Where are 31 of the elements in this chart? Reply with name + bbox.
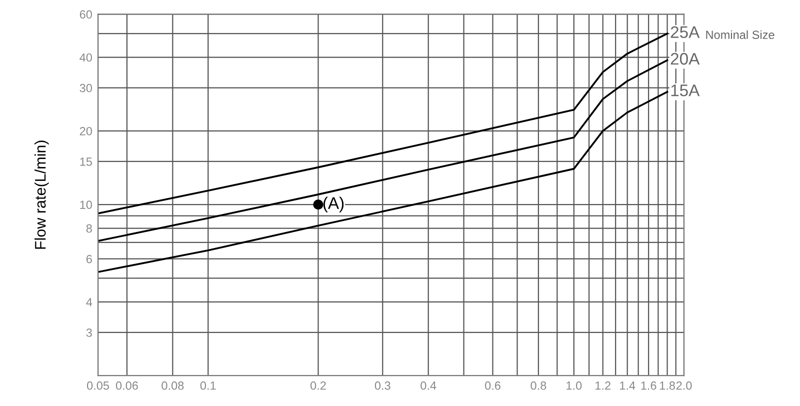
- x-tick-label: 1.2: [596, 381, 610, 390]
- y-tick-label: 30: [80, 84, 92, 92]
- y-tick-label: 6: [86, 254, 92, 264]
- x-tick-label: 0.06: [116, 381, 138, 390]
- series-label: (A): [323, 196, 344, 212]
- x-tick-label: 0.8: [530, 381, 546, 390]
- y-tick-label: 20: [80, 126, 92, 136]
- x-tick-label: 0.2: [310, 381, 326, 390]
- series-label: 15A: [671, 84, 700, 96]
- y-tick-label: 10: [80, 200, 92, 209]
- x-tick-label: 1.4: [620, 382, 636, 390]
- x-tick-label: 0.05: [86, 381, 109, 390]
- x-tick-label: 0.6: [485, 381, 500, 390]
- x-tick-label: 0.08: [162, 381, 184, 390]
- y-tick-label: 3: [86, 328, 92, 337]
- y-tick-label: 40: [80, 53, 92, 62]
- y-tick-label: 60: [80, 10, 92, 19]
- x-tick-label: 0.4: [420, 381, 436, 390]
- y-tick-label: 8: [86, 224, 92, 233]
- series-label: 20A: [670, 52, 700, 65]
- y-tick-label: 4: [86, 298, 92, 306]
- legend-title: Nominal Size: [706, 30, 774, 40]
- x-tick-label: 0.3: [374, 381, 390, 390]
- y-tick-label: 15: [80, 158, 92, 166]
- x-tick-label: 1.0: [566, 381, 582, 390]
- x-tick-label: 1.6: [641, 381, 656, 390]
- x-tick-label: 1.8: [660, 381, 675, 390]
- x-tick-label: 0.1: [200, 381, 216, 390]
- y-axis-title: Flow rate(L/min): [34, 140, 49, 249]
- x-tick-label: 2.0: [676, 381, 692, 390]
- series-label: 25A: [670, 26, 700, 38]
